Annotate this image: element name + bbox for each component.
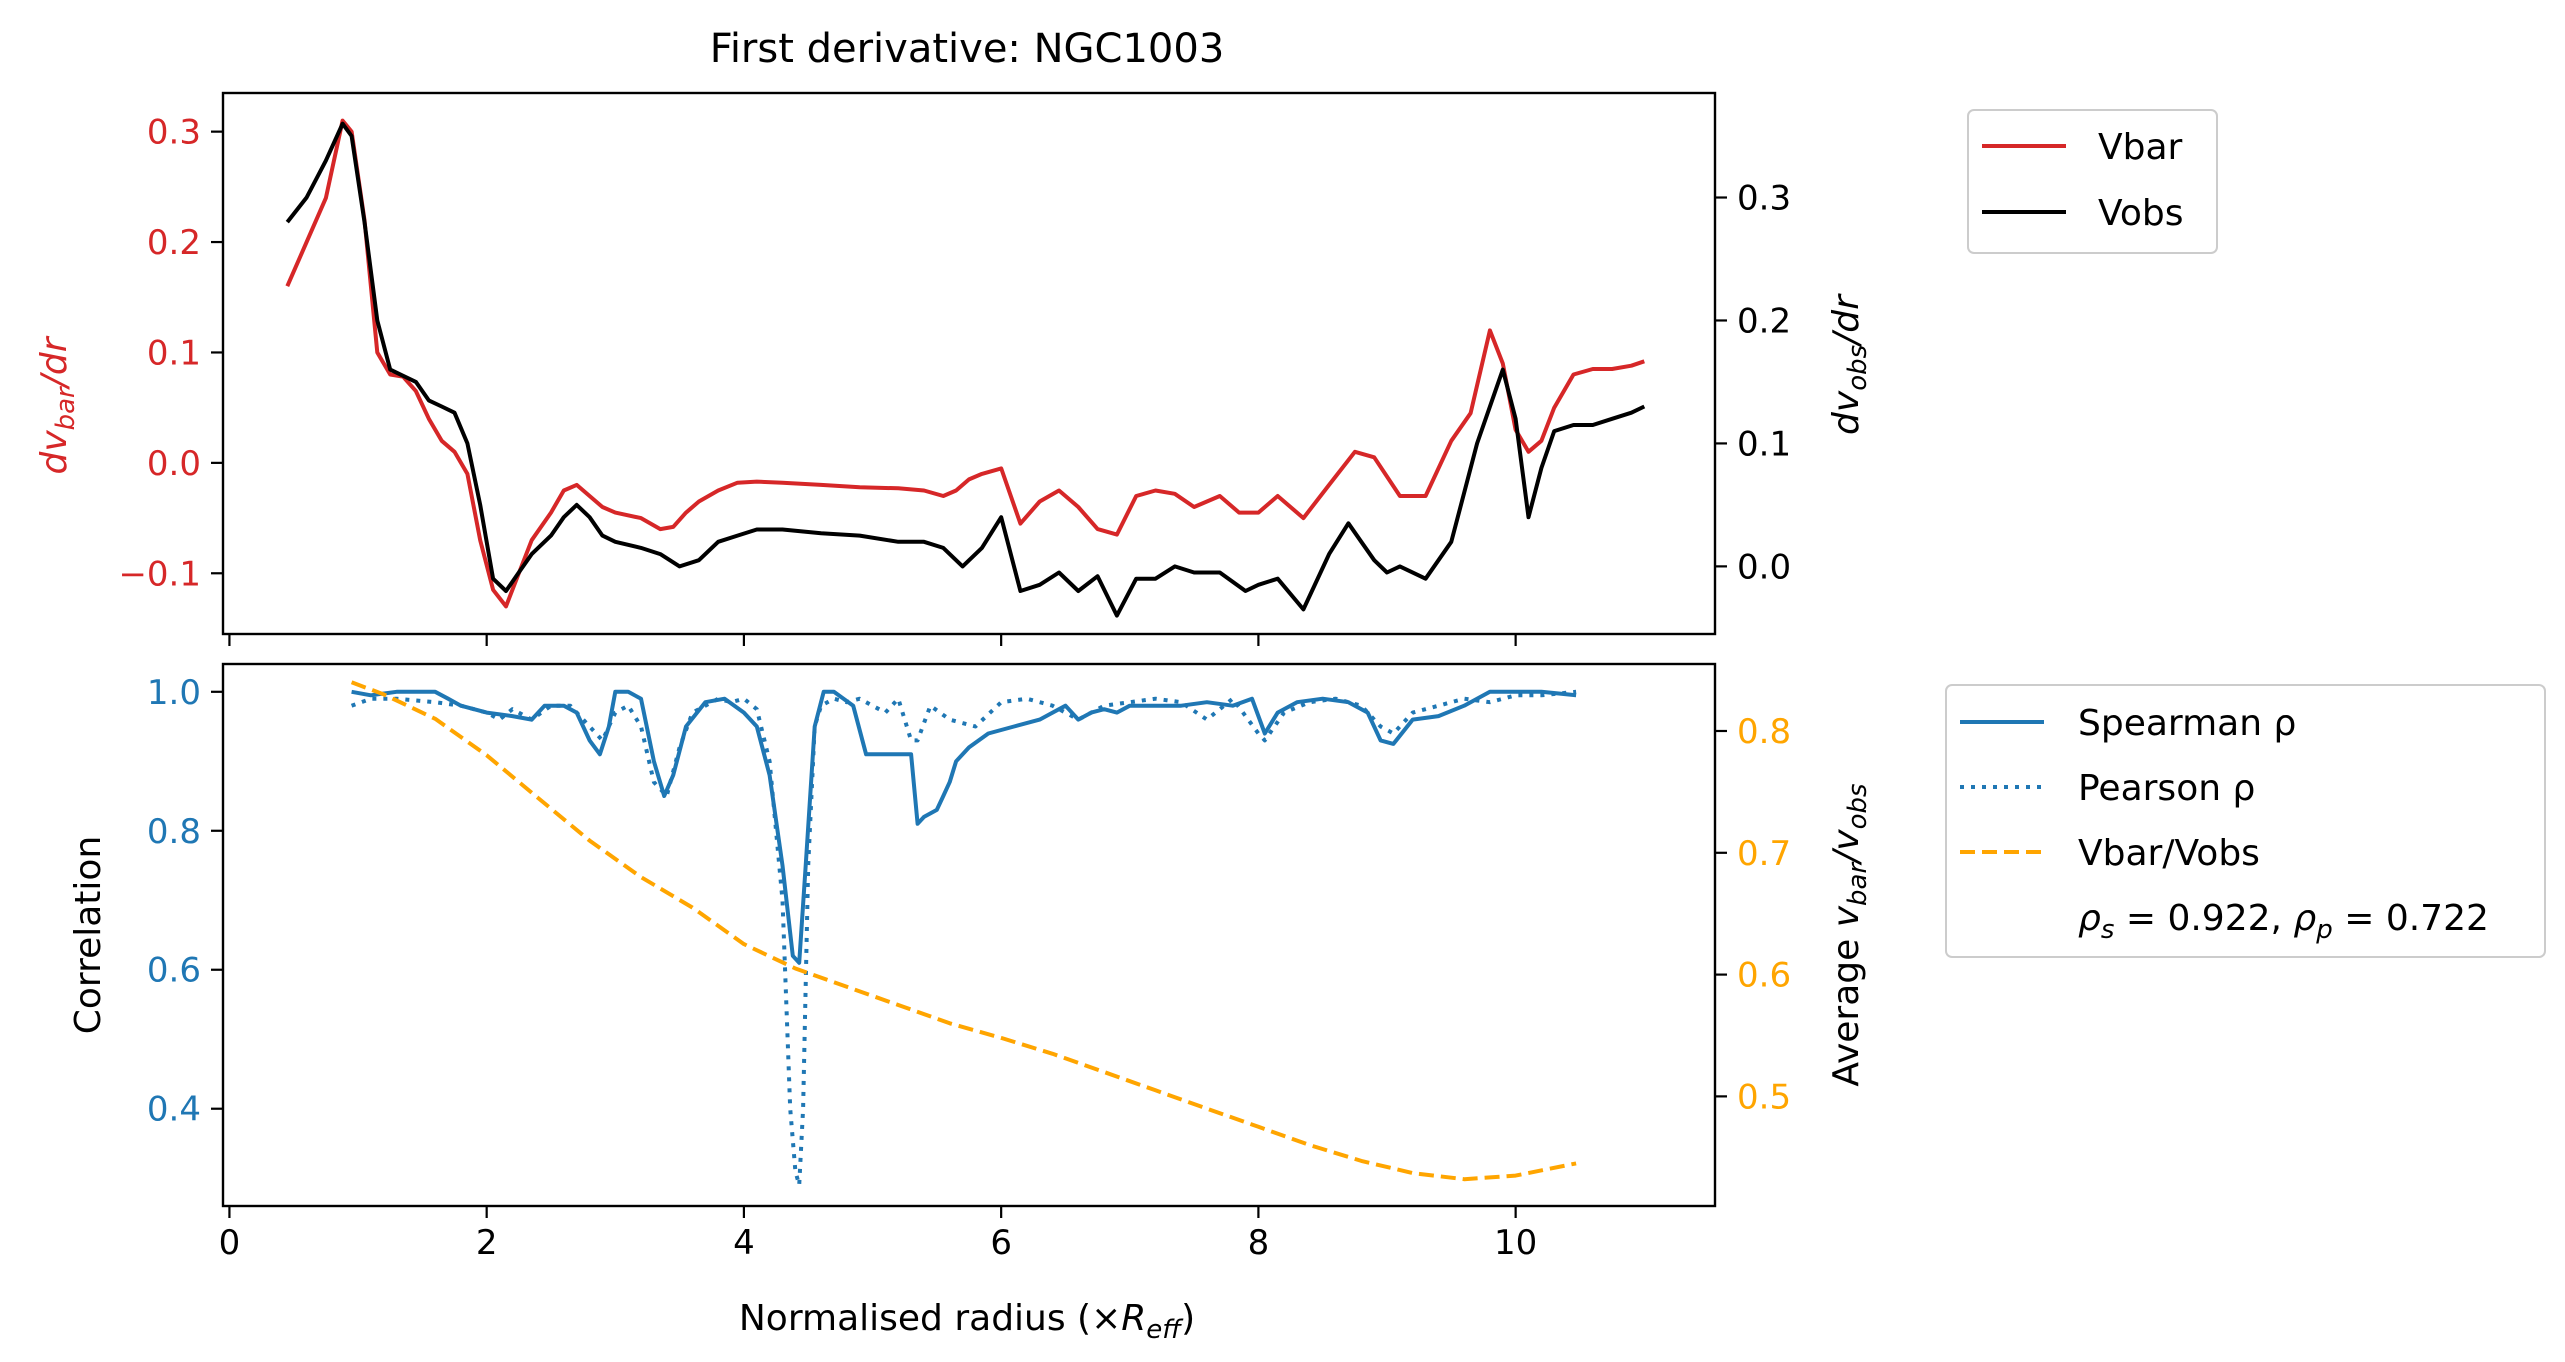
series-line-vobs <box>285 121 1646 618</box>
x-tick-label: 2 <box>476 1223 498 1263</box>
bottom-ticks: 0 2 4 6 8 10 1.0 0.8 0.6 0.4 0.8 0.7 0.6 0.5 <box>147 673 1791 1263</box>
left-y-tick-label: −0.1 <box>118 554 201 594</box>
bottom-legend: Spearman ρ Pearson ρ Vbar/Vobs ρs = 0.92… <box>1945 684 2546 958</box>
left-y-tick-label: 0.6 <box>147 951 201 991</box>
top-legend: Vbar Vobs <box>1967 109 2218 254</box>
x-tick-label: 8 <box>1248 1223 1270 1263</box>
bottom-plot-frame <box>221 662 1717 1208</box>
top-series-layer <box>285 118 1646 618</box>
bottom-series-layer <box>350 680 1577 1188</box>
top-plot-frame <box>221 91 1717 636</box>
right-y-tick-label: 0.5 <box>1737 1077 1791 1117</box>
right-y-tick-label: 0.8 <box>1737 712 1791 752</box>
legend-vbar-label: Vbar <box>2098 127 2183 168</box>
legend-ratio-label: Vbar/Vobs <box>2078 833 2260 874</box>
top-ticks: 0.3 0.2 0.1 0.0 −0.1 0.3 0.2 0.1 0.0 <box>118 113 1791 646</box>
left-y-tick-label: 0.4 <box>147 1090 201 1130</box>
series-line-vbar-vobs <box>350 680 1577 1182</box>
series-line-spearman <box>351 689 1577 965</box>
x-tick-label: 4 <box>733 1223 755 1263</box>
left-y-tick-label: 0.8 <box>147 812 201 852</box>
bottom-panel: 0 2 4 6 8 10 1.0 0.8 0.6 0.4 0.8 0.7 0.6 0.5 Correlat… <box>68 662 2546 1345</box>
right-y-tick-label: 0.0 <box>1737 547 1791 587</box>
right-y-tick-label: 0.1 <box>1737 424 1791 464</box>
left-y-tick-label: 0.0 <box>147 444 201 484</box>
x-tick-label: 6 <box>990 1223 1012 1263</box>
x-tick-label: 10 <box>1494 1223 1537 1263</box>
right-y-tick-label: 0.6 <box>1737 956 1791 996</box>
right-y-tick-label: 0.7 <box>1737 834 1791 874</box>
series-line-vbar <box>285 118 1645 609</box>
legend-pearson-label: Pearson ρ <box>2078 768 2255 809</box>
top-title: First derivative: NGC1003 <box>710 26 1225 72</box>
legend-spearman-label: Spearman ρ <box>2078 703 2296 744</box>
bottom-xlabel: Normalised radius (×Reff) <box>739 1298 1195 1345</box>
legend-correlation-annotation: ρs = 0.922, ρp = 0.722 <box>2078 898 2489 945</box>
legend-vobs-label: Vobs <box>2098 193 2183 234</box>
left-y-tick-label: 0.3 <box>147 113 201 153</box>
top-panel: First derivative: NGC1003 0.3 0.2 0.1 0.0 −0… <box>34 26 2218 646</box>
right-y-tick-label: 0.3 <box>1737 179 1791 219</box>
bottom-left-ylabel: Correlation <box>68 836 109 1035</box>
left-y-tick-label: 1.0 <box>147 673 201 713</box>
left-y-tick-label: 0.1 <box>147 333 201 373</box>
bottom-right-ylabel: Average vbar/vobs <box>1826 783 1873 1086</box>
x-tick-label: 0 <box>219 1223 241 1263</box>
right-y-tick-label: 0.2 <box>1737 301 1791 341</box>
left-y-tick-label: 0.2 <box>147 223 201 263</box>
